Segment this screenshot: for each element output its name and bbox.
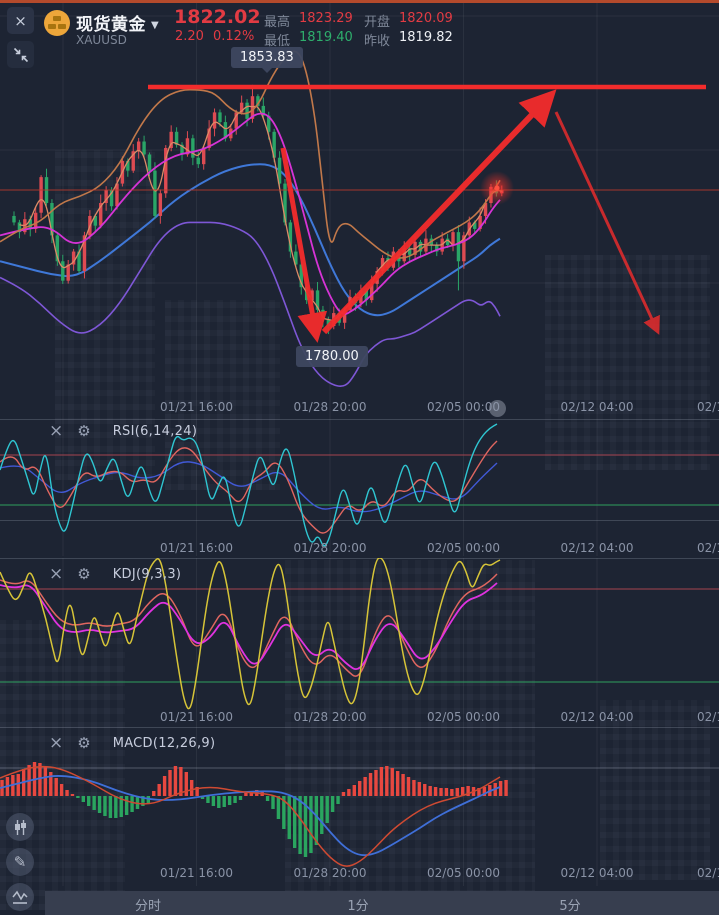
time-label: 02/05 00:00: [427, 710, 500, 724]
macd-chart-canvas[interactable]: [0, 727, 719, 886]
pencil-icon: ✎: [13, 853, 27, 871]
price-change: 2.20: [175, 29, 204, 44]
time-label: 01/21 16:00: [160, 866, 233, 880]
time-label: 01/21 16:00: [160, 710, 233, 724]
tab-5min[interactable]: 5分: [559, 899, 581, 914]
stat-label-high: 最高: [264, 15, 291, 30]
time-label: 01/28 20:00: [293, 710, 367, 724]
close-icon[interactable]: ×: [49, 421, 64, 441]
time-label: 01/28 20:00: [293, 866, 367, 880]
time-axis-row: 01/21 16:00 01/28 20:00 02/05 00:00 02/12 0…: [0, 710, 719, 726]
time-label: 02/12 04:00: [560, 866, 634, 880]
close-window-button[interactable]: ×: [7, 7, 34, 34]
time-label: 01/21 16:00: [160, 541, 233, 555]
tab-1min[interactable]: 1分: [347, 899, 369, 914]
gear-icon[interactable]: ⚙: [77, 565, 91, 583]
stat-label-low: 最低: [264, 34, 291, 49]
collapse-icon: [13, 47, 28, 62]
chevron-down-icon: ▼: [151, 20, 160, 31]
price-change-percent: 0.12%: [213, 29, 255, 44]
time-axis-row: 01/21 16:00 01/28 20:00 02/05 00:00 02/12 0…: [0, 541, 719, 557]
close-icon[interactable]: ×: [49, 564, 64, 584]
time-label: 01/28 20:00: [293, 541, 367, 555]
stat-value-low: 1819.40: [299, 30, 353, 45]
time-label: 02/12 04:00: [560, 400, 634, 414]
time-axis-row: 01/21 16:00 01/28 20:00 02/05 00:00 02/12 0…: [0, 400, 719, 416]
time-label: 02/05 00:00: [427, 866, 500, 880]
time-label: 02/05 00:00: [427, 541, 500, 555]
time-label: 02/12 04:00: [560, 541, 634, 555]
kdj-title: KDJ(9,3,3): [112, 566, 182, 582]
time-label-partial: 02/1: [697, 400, 719, 414]
wave-indicator-icon: [12, 890, 28, 904]
time-axis-row: 01/21 16:00 01/28 20:00 02/05 00:00 02/12 0…: [0, 866, 719, 882]
candlestick-icon: [14, 819, 26, 835]
symbol-code: XAUUSD: [76, 33, 127, 47]
time-label: 01/21 16:00: [160, 400, 233, 414]
axis-scrubber[interactable]: [489, 400, 506, 417]
stat-value-prevclose: 1819.82: [399, 30, 453, 45]
rsi-panel-header: × ⚙ RSI(6,14,24): [49, 421, 198, 441]
time-label-partial: 02/1: [697, 710, 719, 724]
macd-panel-header: × ⚙ MACD(12,26,9): [49, 733, 216, 753]
symbol-selector[interactable]: 现货黄金 ▼: [76, 10, 159, 35]
stat-value-open: 1820.09: [399, 11, 453, 26]
gold-symbol-icon: [44, 10, 70, 36]
indicator-button[interactable]: [6, 883, 34, 911]
collapse-chart-button[interactable]: [7, 41, 34, 68]
trough-price-tooltip: 1780.00: [296, 346, 368, 367]
close-icon: ×: [14, 11, 27, 30]
tab-timeshare[interactable]: 分时: [134, 899, 162, 914]
chart-type-button[interactable]: [6, 813, 34, 841]
kdj-chart-canvas[interactable]: [0, 558, 719, 727]
close-icon[interactable]: ×: [49, 733, 64, 753]
draw-tool-button[interactable]: ✎: [6, 848, 34, 876]
gear-icon[interactable]: ⚙: [77, 734, 91, 752]
rsi-title: RSI(6,14,24): [112, 423, 198, 439]
time-label-partial: 02/1: [697, 866, 719, 880]
last-price: 1822.02: [174, 6, 261, 28]
stat-value-high: 1823.29: [299, 11, 353, 26]
top-accent-bar: [0, 0, 719, 3]
time-label: 02/05 00:00: [427, 400, 500, 414]
macd-title: MACD(12,26,9): [112, 735, 216, 751]
gear-icon[interactable]: ⚙: [77, 422, 91, 440]
timeframe-tabs: 分时 1分 5分: [45, 891, 719, 915]
time-label: 01/28 20:00: [293, 400, 367, 414]
stat-label-prevclose: 昨收: [364, 34, 391, 49]
stat-label-open: 开盘: [364, 15, 391, 30]
time-label-partial: 02/1: [697, 541, 719, 555]
peak-price-tooltip: 1853.83: [231, 47, 303, 73]
symbol-name: 现货黄金: [76, 15, 146, 35]
main-chart-canvas[interactable]: [0, 0, 719, 418]
kdj-panel-header: × ⚙ KDJ(9,3,3): [49, 564, 182, 584]
time-label: 02/12 04:00: [560, 710, 634, 724]
rsi-chart-canvas[interactable]: [0, 418, 719, 556]
